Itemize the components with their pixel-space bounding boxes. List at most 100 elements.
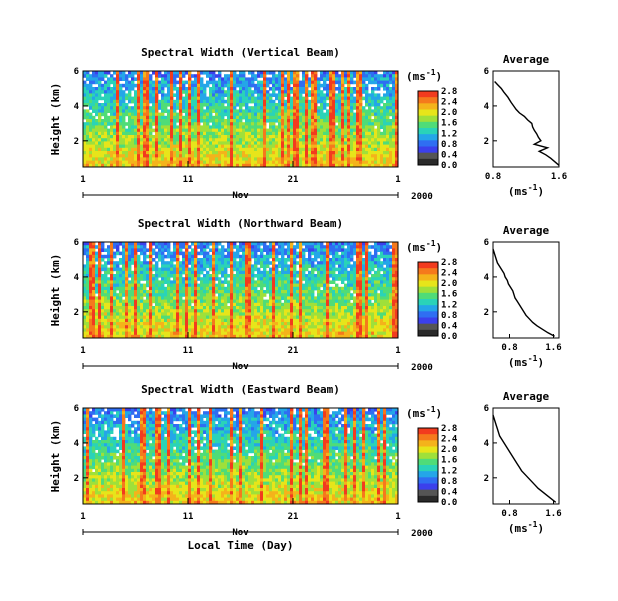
heatmap-cell xyxy=(188,290,192,294)
heatmap-cell xyxy=(266,99,270,104)
heatmap-cell xyxy=(95,99,99,104)
heatmap-cell xyxy=(344,106,348,110)
heatmap-cell xyxy=(236,286,240,291)
heatmap-cell xyxy=(191,290,195,294)
heatmap-cell xyxy=(290,151,294,155)
heatmap-cell xyxy=(218,296,222,300)
heatmap-cell xyxy=(344,87,348,91)
heatmap-cell xyxy=(173,138,177,142)
heatmap-cell xyxy=(182,147,186,152)
heatmap-cell xyxy=(131,80,135,85)
heatmap-cell xyxy=(209,96,213,101)
heatmap-cell xyxy=(170,267,174,272)
heatmap-cell xyxy=(179,160,183,165)
heatmap-cell xyxy=(287,306,291,310)
heatmap-cell xyxy=(278,283,282,288)
heatmap-cell xyxy=(125,306,129,310)
heatmap-cell xyxy=(287,251,291,256)
heatmap-cell xyxy=(197,267,201,272)
heatmap-cell xyxy=(116,334,120,339)
heatmap-cell xyxy=(176,299,180,304)
heatmap-cell xyxy=(269,77,273,81)
heatmap-cell xyxy=(146,270,150,275)
heatmap-cell xyxy=(278,325,282,329)
heatmap-cell xyxy=(335,103,339,107)
heatmap-cell xyxy=(233,302,237,307)
heatmap-cell xyxy=(200,296,204,300)
heatmap-cell xyxy=(164,334,168,339)
heatmap-cell xyxy=(197,77,201,81)
heatmap-cell xyxy=(260,131,264,136)
heatmap-cell xyxy=(263,254,267,259)
heatmap-cell xyxy=(362,106,366,110)
heatmap-cell xyxy=(125,322,129,326)
heatmap-cell xyxy=(308,80,312,85)
heatmap-cell xyxy=(104,306,108,310)
heatmap-cell xyxy=(233,103,237,107)
heatmap-cell xyxy=(173,80,177,85)
heatmap-cell xyxy=(161,325,165,329)
heatmap-cell xyxy=(104,138,108,142)
heatmap-cell xyxy=(188,71,192,75)
heatmap-cell xyxy=(170,160,174,165)
heatmap-cell xyxy=(122,138,126,142)
heatmap-cell xyxy=(275,274,279,278)
heatmap-cell xyxy=(395,131,399,136)
heatmap-cell xyxy=(113,302,117,307)
heatmap-cell xyxy=(167,90,171,94)
heatmap-cell xyxy=(341,96,345,101)
heatmap-cell xyxy=(245,245,249,249)
heatmap-cell xyxy=(245,242,249,246)
heatmap-cell xyxy=(386,128,390,133)
heatmap-cell xyxy=(350,125,354,129)
heatmap-cell xyxy=(176,283,180,288)
heatmap-cell xyxy=(113,131,117,136)
heatmap-cell xyxy=(365,135,369,139)
heatmap-cell xyxy=(152,87,156,91)
heatmap-cell xyxy=(242,74,246,78)
heatmap-cell xyxy=(236,131,240,136)
heatmap-cell xyxy=(83,83,87,88)
heatmap-cell xyxy=(356,154,360,158)
heatmap-cell xyxy=(215,296,219,300)
heatmap-cell xyxy=(113,293,117,297)
heatmap-cell xyxy=(356,106,360,110)
heatmap-cell xyxy=(392,77,396,81)
heatmap-cell xyxy=(230,248,234,252)
heatmap-cell xyxy=(104,144,108,149)
heatmap-cell xyxy=(203,163,207,168)
heatmap-cell xyxy=(122,264,126,268)
heatmap-cell xyxy=(128,299,132,304)
heatmap-cell xyxy=(173,163,177,168)
heatmap-cell xyxy=(269,261,273,265)
colorbar-segment xyxy=(418,97,438,104)
heatmap-cell xyxy=(161,112,165,117)
heatmap-cell xyxy=(224,160,228,165)
heatmap-cell xyxy=(206,71,210,75)
heatmap-cell xyxy=(95,163,99,168)
heatmap-cell xyxy=(119,74,123,78)
heatmap-cell xyxy=(128,322,132,326)
heatmap-cell xyxy=(155,83,159,88)
heatmap-cell xyxy=(164,322,168,326)
heatmap-cell xyxy=(227,254,231,259)
heatmap-cell xyxy=(128,318,132,323)
heatmap-cell xyxy=(296,90,300,94)
heatmap-cell xyxy=(155,131,159,136)
heatmap-cell xyxy=(215,90,219,94)
heatmap-cell xyxy=(215,331,219,336)
heatmap-cell xyxy=(167,147,171,152)
heatmap-cell xyxy=(197,312,201,316)
heatmap-cell xyxy=(155,322,159,326)
heatmap-cell xyxy=(251,128,255,133)
heatmap-cell xyxy=(212,115,216,120)
heatmap-cell xyxy=(170,93,174,97)
heatmap-cell xyxy=(116,248,120,252)
heatmap-cell xyxy=(275,83,279,88)
heatmap-cell xyxy=(116,93,120,97)
heatmap-cell xyxy=(290,160,294,165)
heatmap-cell xyxy=(251,254,255,259)
heatmap-cell xyxy=(137,83,141,88)
heatmap-cell xyxy=(233,328,237,332)
heatmap-cell xyxy=(230,151,234,155)
